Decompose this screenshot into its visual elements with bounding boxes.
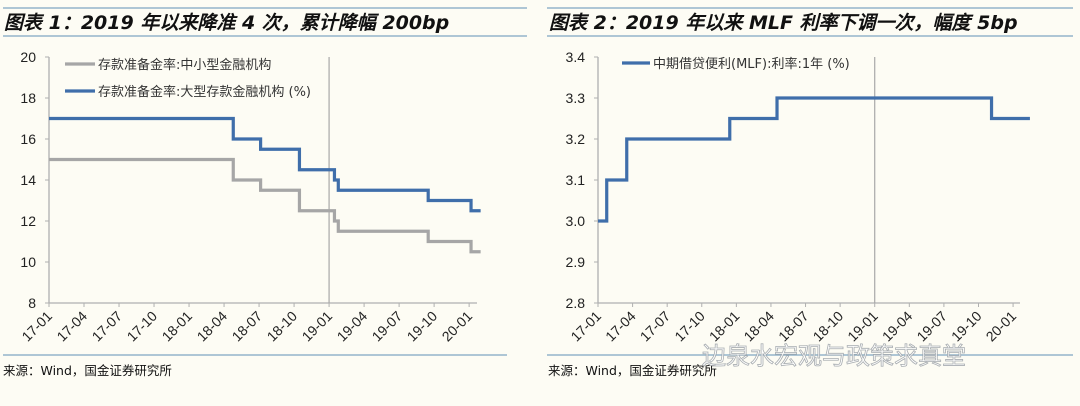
y-tick-label: 2.9 (566, 254, 586, 270)
series-line-2 (49, 116, 481, 213)
source-note: 来源：Wind，国金证券研究所 (3, 363, 172, 378)
x-tick-label: 19-07 (369, 308, 406, 345)
plot-area: 201816141210817-0117-0417-0717-1018-0118… (18, 49, 481, 345)
x-tick-label: 18-04 (194, 308, 231, 345)
x-tick-label: 18-10 (810, 308, 847, 345)
y-tick-label: 3.4 (566, 49, 586, 65)
x-tick-label: 19-10 (404, 308, 441, 345)
legend-label: 存款准备金率:大型存款金融机构 (%) (98, 84, 311, 100)
series-line-1 (598, 96, 1030, 223)
source-note: 来源：Wind，国金证券研究所 (548, 363, 717, 378)
y-tick-label: 3.3 (566, 90, 586, 106)
x-tick-label: 17-10 (671, 308, 708, 345)
y-tick-label: 16 (20, 131, 36, 147)
y-tick-label: 12 (20, 213, 36, 229)
x-tick-label: 17-01 (18, 308, 55, 345)
y-tick-label: 18 (20, 90, 36, 106)
y-tick-label: 14 (20, 172, 36, 188)
x-tick-label: 18-07 (775, 308, 812, 345)
legend-label: 中期借贷便利(MLF):利率:1年 (%) (653, 56, 850, 72)
x-tick-label: 20-01 (983, 308, 1020, 345)
x-tick-label: 19-04 (334, 308, 371, 345)
x-tick-label: 19-04 (879, 308, 916, 345)
series-line-1 (49, 157, 481, 254)
x-tick-label: 19-01 (844, 308, 881, 345)
y-tick-label: 2.8 (566, 295, 586, 311)
chart-1: 图表 1：2019 年以来降准 4 次，累计降幅 200bp 20 18 16 14 1… (3, 7, 527, 378)
x-tick-label: 17-07 (637, 308, 674, 345)
x-tick-label: 19-07 (913, 308, 950, 345)
x-tick-label: 18-01 (706, 308, 743, 345)
y-tick-label: 3.2 (566, 131, 586, 147)
y-tick-label: 20 (20, 49, 36, 65)
chart-title: 图表 2：2019 年以来 MLF 利率下调一次，幅度 5bp (549, 12, 1018, 34)
watermark: 边泉水宏观与政策求真堂 (702, 342, 966, 370)
x-tick-label: 17-04 (53, 308, 90, 345)
x-tick-label: 19-10 (948, 308, 985, 345)
y-tick-label: 10 (20, 254, 36, 270)
y-tick-label: 3.1 (566, 172, 586, 188)
x-tick-label: 18-07 (229, 308, 266, 345)
x-tick-label: 18-04 (740, 308, 777, 345)
chart-title: 图表 1：2019 年以来降准 4 次，累计降幅 200bp (4, 12, 449, 34)
x-tick-label: 17-04 (602, 308, 639, 345)
x-tick-label: 17-07 (89, 308, 126, 345)
legend-label: 存款准备金率:中小型金融机构 (98, 57, 271, 73)
x-tick-label: 17-10 (124, 308, 161, 345)
x-tick-label: 17-01 (567, 308, 604, 345)
y-tick-label: 3.0 (566, 213, 586, 229)
x-tick-label: 18-01 (159, 308, 196, 345)
x-tick-label: 19-01 (299, 308, 336, 345)
plot-area: 3.4 3.3 3.2 3.1 3.0 2.9 2.817-0117-0417-0717-1… (566, 49, 1030, 344)
chart-2: 图表 2：2019 年以来 MLF 利率下调一次，幅度 5bp 3.43.33.… (547, 7, 1073, 378)
x-tick-label: 18-10 (264, 308, 301, 345)
x-tick-label: 20-01 (439, 308, 476, 345)
y-tick-label: 8 (28, 295, 36, 311)
